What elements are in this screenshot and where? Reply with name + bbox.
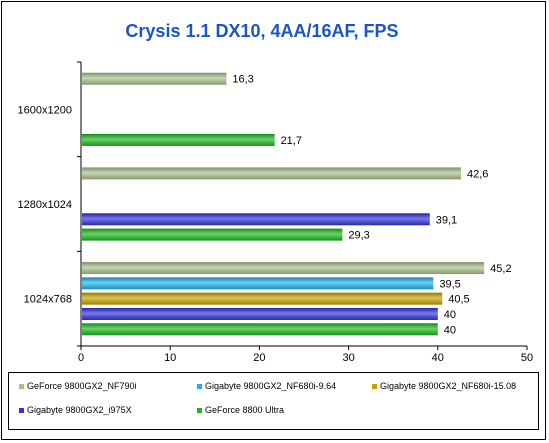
bar-0 [82,262,485,275]
data-label: 45,2 [490,263,511,275]
data-label: 39,5 [439,278,460,290]
legend-item: Gigabyte 9800GX2_i975X [19,405,132,415]
category-label: 1024x768 [24,294,72,306]
bar-4 [82,323,438,336]
x-tick-label: 20 [253,352,265,364]
bar-4 [82,228,343,241]
legend-label: GeForce 8800 Ultra [205,405,285,415]
legend-item: Gigabyte 9800GX2_NF680i-9.64 [197,381,336,391]
x-tick-label: 40 [432,352,444,364]
bar-1 [82,277,434,290]
data-label: 16,3 [232,74,253,86]
data-label: 42,6 [467,168,488,180]
x-tick-label: 10 [164,352,176,364]
bar-3 [82,213,430,226]
bar-4 [82,133,275,146]
data-label: 40 [444,309,456,321]
legend-swatch [19,407,24,413]
data-label: 40 [444,324,456,336]
legend-label: Gigabyte 9800GX2_NF680i-15.08 [380,381,517,391]
legend-swatch [372,383,377,389]
category-label: 1280x1024 [18,199,72,211]
x-tick-label: 30 [342,352,354,364]
data-label: 39,1 [436,214,457,226]
legend-item: Gigabyte 9800GX2_NF680i-15.08 [372,381,516,391]
data-label: 21,7 [281,135,302,147]
category-label: 1600x1200 [18,104,72,116]
legend-swatch [197,383,202,389]
legend-item: GeForce 8800 Ultra [197,405,284,415]
bar-0 [82,167,461,180]
x-tick-label: 50 [521,352,533,364]
data-label: 40,5 [448,294,469,306]
legend-label: GeForce 9800GX2_NF790i [27,381,137,391]
bar-3 [82,307,438,320]
legend-label: Gigabyte 9800GX2_i975X [27,405,132,415]
data-label: 29,3 [348,230,369,242]
legend: GeForce 9800GX2_NF790i Gigabyte 9800GX2_N… [8,372,539,430]
legend-swatch [197,407,202,413]
plot-area: 1600x1200 16,3 21,7 1280x1024 42,6 39,1 29,3 10… [18,61,533,364]
legend-label: Gigabyte 9800GX2_NF680i-9.64 [205,381,337,391]
legend-swatch [19,383,24,389]
bar-0 [82,72,227,85]
x-tick-label: 0 [78,352,84,364]
chart-title: Crysis 1.1 DX10, 4AA/16AF, FPS [125,21,398,41]
legend-item: GeForce 9800GX2_NF790i [19,381,137,391]
bar-2 [82,292,443,305]
